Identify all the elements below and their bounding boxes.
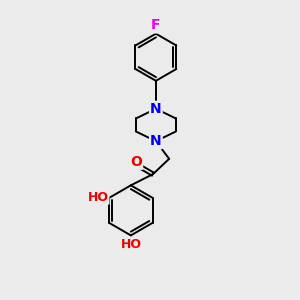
Text: O: O: [130, 155, 142, 169]
Text: N: N: [150, 102, 162, 116]
Text: HO: HO: [88, 191, 109, 204]
Text: F: F: [151, 18, 160, 32]
Text: HO: HO: [121, 238, 142, 251]
Text: N: N: [150, 134, 162, 148]
